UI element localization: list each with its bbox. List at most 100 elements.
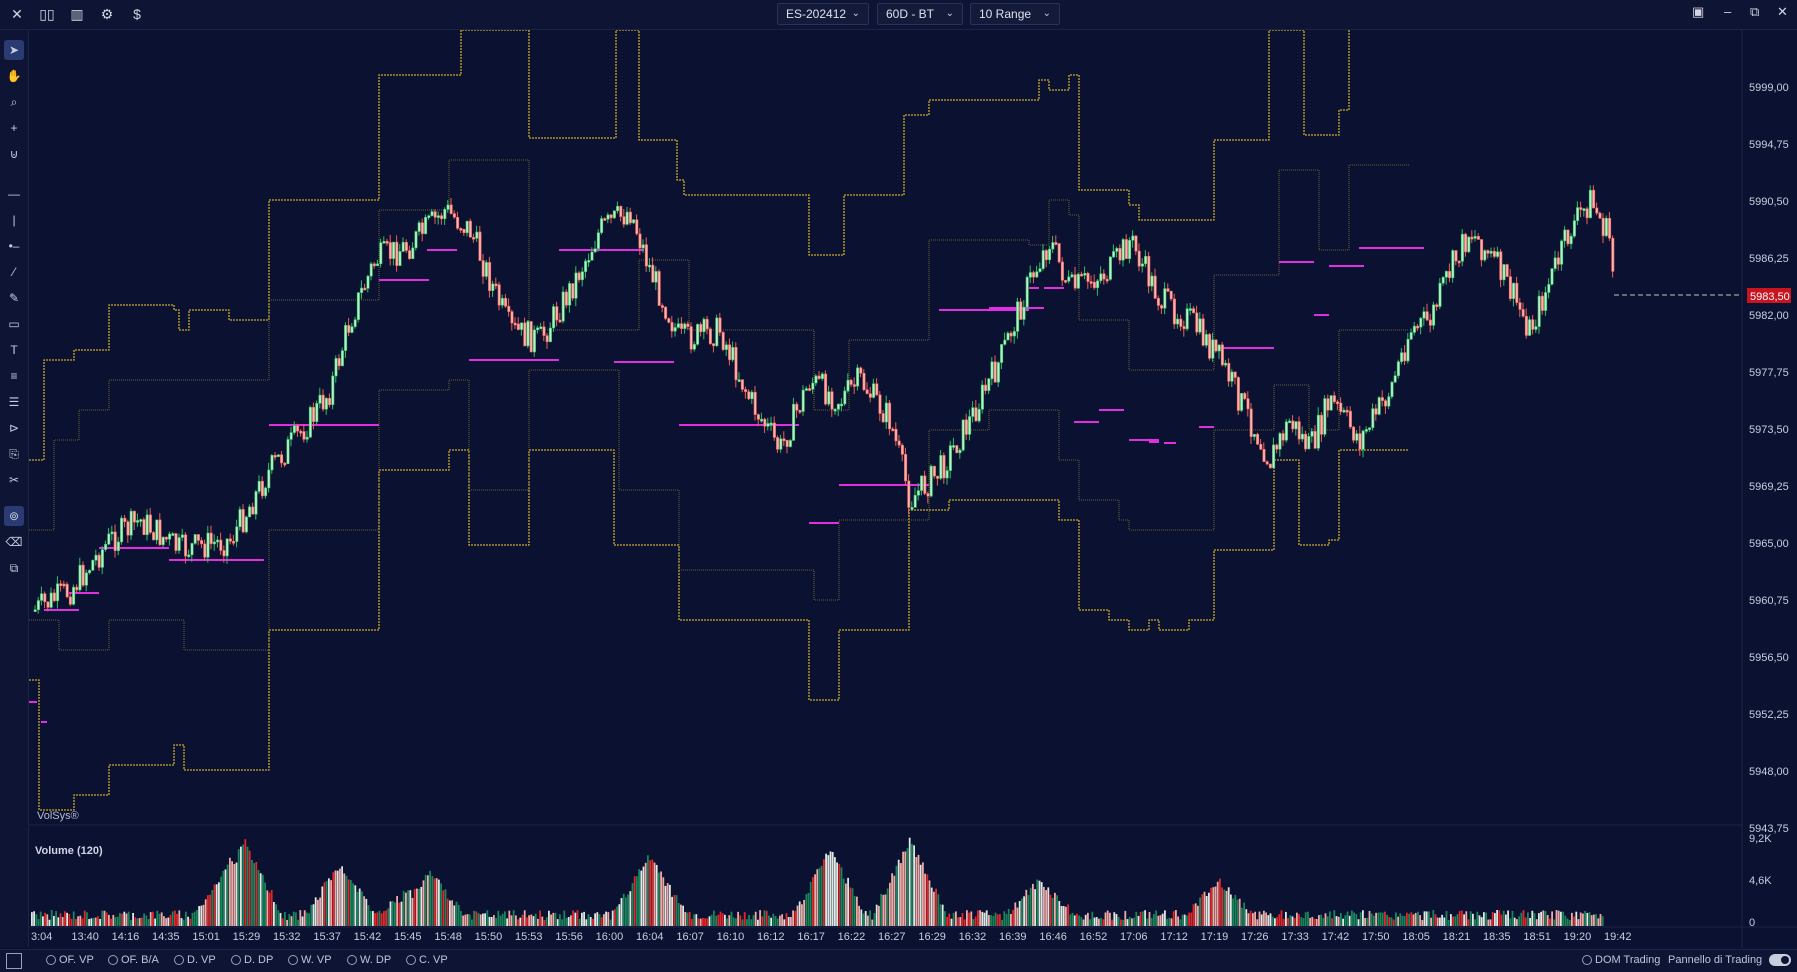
volume-bar — [1214, 886, 1217, 926]
option-d-vp[interactable]: D. VP — [174, 954, 216, 966]
hand-icon[interactable]: ✋ — [6, 69, 22, 83]
trend-line-icon[interactable]: ⁄ — [12, 265, 15, 279]
volume-bar — [1276, 917, 1278, 926]
volume-bar — [649, 860, 651, 926]
horizontal-line-icon[interactable]: — — [8, 187, 20, 201]
candle-body — [622, 216, 626, 225]
option-of-ba[interactable]: OF. B/A — [108, 954, 159, 966]
candle-body — [888, 402, 892, 430]
zoom-icon[interactable]: ⌕ — [10, 94, 18, 109]
candle-body — [977, 408, 981, 422]
candle-body — [1457, 260, 1461, 264]
profile-icon[interactable]: ⎘ — [9, 446, 19, 461]
bar-chart-icon[interactable]: ▥ — [70, 5, 84, 22]
candle-body — [907, 480, 911, 508]
volume-bar — [917, 854, 920, 926]
option-w-vp[interactable]: W. VP — [288, 954, 332, 966]
volume-bar — [451, 900, 453, 926]
period-dropdown[interactable]: 60D - BT ⌄ — [877, 3, 963, 25]
fib-lines-icon[interactable]: ≡ — [10, 369, 18, 383]
magnet-mode-icon[interactable]: ⊚ — [4, 506, 24, 526]
candle-body — [1179, 318, 1183, 327]
compare-icon[interactable]: ▯▯ — [39, 5, 55, 22]
volume-bar — [1469, 911, 1472, 926]
volume-bar — [1177, 916, 1179, 926]
volume-bar — [330, 880, 332, 926]
candle-body — [632, 219, 636, 224]
minimize-icon[interactable]: – — [1724, 4, 1732, 19]
volume-bar — [323, 882, 326, 926]
close-window-icon[interactable]: ✕ — [1777, 4, 1788, 19]
volume-bar — [961, 913, 964, 926]
volume-bar — [1029, 887, 1032, 926]
range-dropdown[interactable]: 10 Range ⌄ — [970, 3, 1060, 25]
price-axis[interactable]: 5999,00 5994,75 5990,50 5986,25 5982,00 5977,… — [1749, 82, 1789, 835]
candle-body — [1025, 276, 1029, 308]
pointer-icon[interactable]: ➤ — [4, 40, 24, 60]
volume-bar — [563, 910, 566, 926]
dollar-icon[interactable]: $ — [133, 6, 141, 22]
volume-bar — [116, 916, 119, 926]
volume-bar — [1087, 912, 1089, 926]
candle-body — [856, 367, 860, 387]
candle-body — [849, 379, 853, 385]
volume-bar — [754, 911, 757, 926]
volume-bar — [493, 915, 495, 926]
crosshair-icon[interactable]: + — [10, 121, 18, 135]
volume-bar — [900, 863, 902, 926]
eraser-icon[interactable]: ⌫ — [5, 535, 23, 549]
dom-trading-option[interactable]: DOM Trading — [1582, 954, 1660, 966]
volume-bar — [400, 901, 403, 926]
candle-body — [206, 532, 210, 558]
candle-body — [788, 440, 792, 447]
candle-body — [747, 391, 751, 400]
symbol-dropdown[interactable]: ES-202412 ⌄ — [777, 3, 869, 25]
option-w-dp[interactable]: W. DP — [347, 954, 391, 966]
volume-bar — [147, 919, 150, 926]
volume-bar — [1117, 916, 1120, 926]
candle-body — [1380, 397, 1384, 401]
time-axis[interactable]: 3:04 13:40 14:16 14:35 15:01 15:29 15:32 15:37 1… — [31, 931, 1632, 943]
layers-icon[interactable]: ⧉ — [9, 560, 19, 575]
vertical-line-icon[interactable]: | — [12, 213, 16, 227]
volume-bar — [138, 918, 141, 926]
scissors-icon[interactable]: ✂ — [8, 473, 20, 487]
close-icon[interactable]: ✕ — [11, 5, 23, 22]
volume-bar — [1520, 912, 1523, 926]
candle-body — [78, 564, 82, 591]
candle-body — [219, 539, 223, 551]
candle-body — [97, 554, 101, 568]
text-icon[interactable]: T — [10, 343, 18, 357]
price-chart[interactable]: 5999,00 5994,75 5990,50 5986,25 5982,00 5977,… — [29, 30, 1797, 948]
volume-bar — [860, 909, 863, 926]
volume-bar — [567, 917, 570, 926]
candle-body — [625, 211, 629, 225]
option-of-vp[interactable]: OF. VP — [46, 954, 94, 966]
candle-body — [446, 204, 450, 210]
trading-panel-toggle[interactable] — [1769, 954, 1791, 966]
rectangle-icon[interactable]: ▭ — [8, 317, 20, 331]
fan-icon[interactable]: ⊳ — [8, 421, 20, 435]
ray-icon[interactable]: •– — [8, 239, 20, 253]
candle-body — [1297, 421, 1301, 440]
candle-body — [1390, 381, 1394, 397]
candle-body — [283, 462, 287, 466]
magnet-icon[interactable]: ⊍ — [9, 147, 19, 161]
brush-icon[interactable]: ✎ — [8, 291, 20, 305]
candle-body — [1064, 280, 1068, 283]
radio-icon — [406, 955, 416, 965]
restore-icon[interactable]: ⧉ — [1750, 4, 1760, 19]
option-c-vp[interactable]: C. VP — [406, 954, 448, 966]
volume-bar — [1309, 917, 1311, 926]
volume-bar — [1421, 919, 1424, 926]
candle-body — [1547, 284, 1551, 293]
volume-bar — [1221, 887, 1223, 926]
candle-body — [1569, 235, 1573, 245]
settings-icon[interactable]: ⚙ — [100, 5, 114, 22]
candle-body — [1524, 315, 1528, 336]
layout-icon[interactable]: ▣ — [1692, 4, 1705, 19]
candle-body — [1022, 306, 1026, 320]
panel-icon[interactable] — [6, 953, 22, 969]
fib-levels-icon[interactable]: ☰ — [8, 395, 20, 409]
option-d-dp[interactable]: D. DP — [231, 954, 273, 966]
